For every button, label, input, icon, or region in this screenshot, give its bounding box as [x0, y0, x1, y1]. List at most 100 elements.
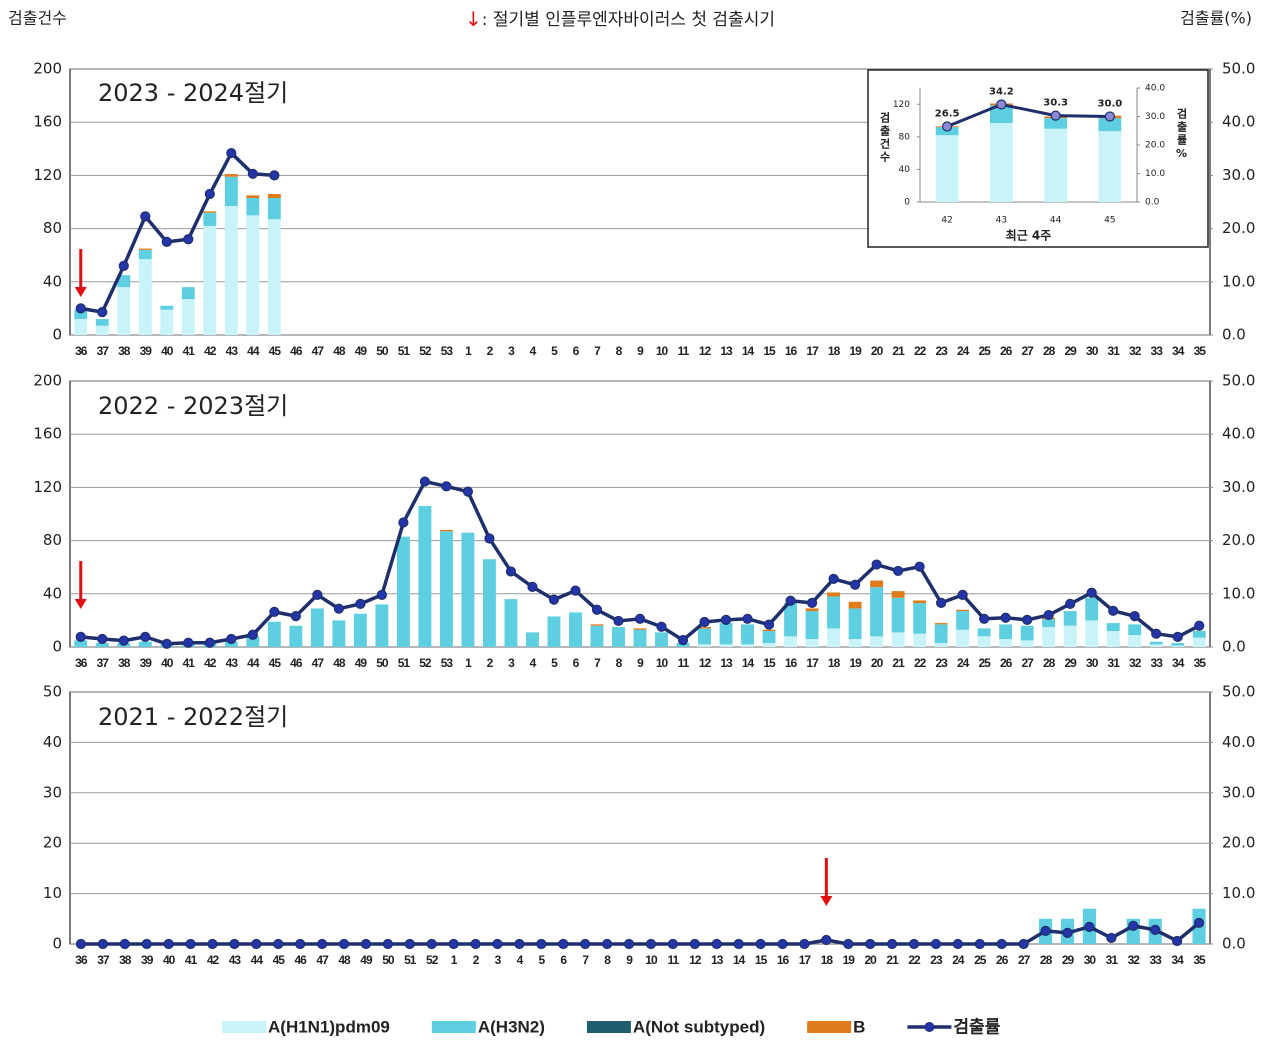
bar-segment: [95, 643, 109, 647]
x-tick-label: 42: [204, 344, 217, 358]
x-tick-label: 8: [604, 953, 611, 967]
bar-segment: [1098, 131, 1122, 202]
bar-segment: [117, 275, 131, 288]
x-tick-label: 47: [312, 656, 325, 670]
x-tick-label: 41: [183, 656, 196, 670]
rate-marker: [398, 517, 409, 528]
x-tick-label: 13: [720, 344, 733, 358]
x-tick-label: 30: [1086, 344, 1099, 358]
x-tick-label: 17: [806, 344, 819, 358]
bar-segment: [977, 628, 991, 637]
x-tick-label: 33: [1151, 656, 1164, 670]
rate-marker: [75, 631, 86, 642]
x-tick-label: 37: [97, 953, 110, 967]
rate-marker: [1050, 110, 1061, 121]
x-tick-label: 3: [508, 344, 515, 358]
bar-segment: [934, 643, 948, 647]
bar-segment: [999, 624, 1013, 640]
rate-marker: [777, 938, 788, 950]
bar-segment: [1042, 627, 1056, 647]
x-tick-label: 46: [295, 953, 308, 967]
x-tick-label: 16: [785, 344, 798, 358]
rate-marker: [1000, 612, 1011, 623]
x-tick-label: 1: [465, 344, 472, 358]
y2-tick-label: 40.0: [1222, 733, 1255, 751]
y-tick-label: 40: [899, 165, 911, 175]
bar-segment: [633, 629, 647, 647]
x-tick-label: 2: [487, 344, 494, 358]
x-tick-label: 51: [398, 344, 411, 358]
rate-marker: [492, 938, 503, 950]
bar-segment: [870, 580, 884, 588]
x-tick-label: 28: [1043, 656, 1056, 670]
x-tick-label: 24: [957, 656, 970, 670]
x-tick-label: 14: [742, 344, 755, 358]
panel-title: 2022 - 2023절기: [98, 392, 288, 420]
x-tick-label: 23: [930, 953, 943, 967]
panels: 040801201602000.010.020.030.040.050.0202…: [33, 60, 1255, 968]
x-tick-label: 36: [75, 344, 88, 358]
rate-marker: [785, 595, 796, 606]
rate-marker: [204, 637, 215, 648]
rate-marker: [821, 934, 832, 946]
y-tick-label: 0: [52, 638, 62, 656]
bar-segment: [1149, 644, 1163, 647]
bar-segment: [655, 632, 668, 647]
y2-tick-label: 10.0: [1145, 169, 1165, 179]
x-tick-label: 7: [594, 344, 601, 358]
bar-segment: [805, 611, 819, 640]
rate-marker: [183, 234, 194, 245]
panel-title: 2021 - 2022절기: [98, 703, 288, 731]
x-tick-label: 26: [996, 953, 1009, 967]
rate-line: [80, 921, 1201, 946]
rate-marker: [908, 938, 920, 950]
bar-segment: [848, 639, 862, 647]
x-tick-label: 10: [656, 656, 669, 670]
y-tick-label: 160: [33, 425, 62, 443]
x-tick-label: 36: [75, 656, 88, 670]
rate-marker: [226, 147, 237, 159]
bar-segment: [719, 623, 733, 645]
left-axis-title: 검출건수: [8, 9, 67, 28]
bar-segment: [891, 632, 905, 647]
x-tick-label: 25: [974, 953, 987, 967]
bar-segment: [935, 135, 959, 202]
x-tick-label: 51: [404, 953, 417, 967]
bar-segment: [934, 623, 948, 625]
x-tick-label: 47: [316, 953, 329, 967]
x-tick-label: 35: [1194, 656, 1207, 670]
rate-marker: [295, 938, 306, 950]
y2-tick-label: 0.0: [1222, 935, 1246, 953]
x-tick-label: 9: [637, 656, 644, 670]
x-tick-label: 28: [1043, 344, 1056, 358]
rate-marker: [656, 621, 667, 632]
rate-marker: [97, 938, 108, 950]
rate-marker: [382, 938, 393, 950]
x-tick-label: 43: [996, 216, 1007, 226]
x-tick-label: 10: [645, 953, 658, 967]
x-tick-label: 29: [1065, 656, 1078, 670]
y2-tick-label: 30.0: [1145, 112, 1165, 122]
y2-tick-label: 40.0: [1222, 425, 1255, 443]
x-tick-label: 52: [419, 656, 432, 670]
x-tick-label: 43: [226, 656, 239, 670]
rate-marker: [930, 938, 942, 950]
x-tick-label: 24: [957, 344, 970, 358]
rate-marker: [942, 121, 953, 132]
bar-segment: [1042, 619, 1056, 628]
bar-segment: [181, 299, 195, 335]
x-tick-label: 38: [118, 344, 131, 358]
rate-marker: [514, 938, 525, 950]
x-tick-label: 52: [419, 344, 432, 358]
y2-tick-label: 50.0: [1222, 372, 1255, 390]
bar-segment: [224, 176, 238, 206]
rate-marker: [849, 579, 861, 590]
rate-marker: [602, 938, 613, 950]
rate-marker: [163, 938, 174, 950]
legend-label: A(H3N2): [478, 1017, 545, 1036]
rate-marker: [404, 938, 415, 950]
bar-segment: [1020, 625, 1034, 641]
x-tick-label: 11: [668, 953, 680, 967]
x-tick-label: 37: [97, 344, 110, 358]
bar-segment: [353, 613, 367, 647]
